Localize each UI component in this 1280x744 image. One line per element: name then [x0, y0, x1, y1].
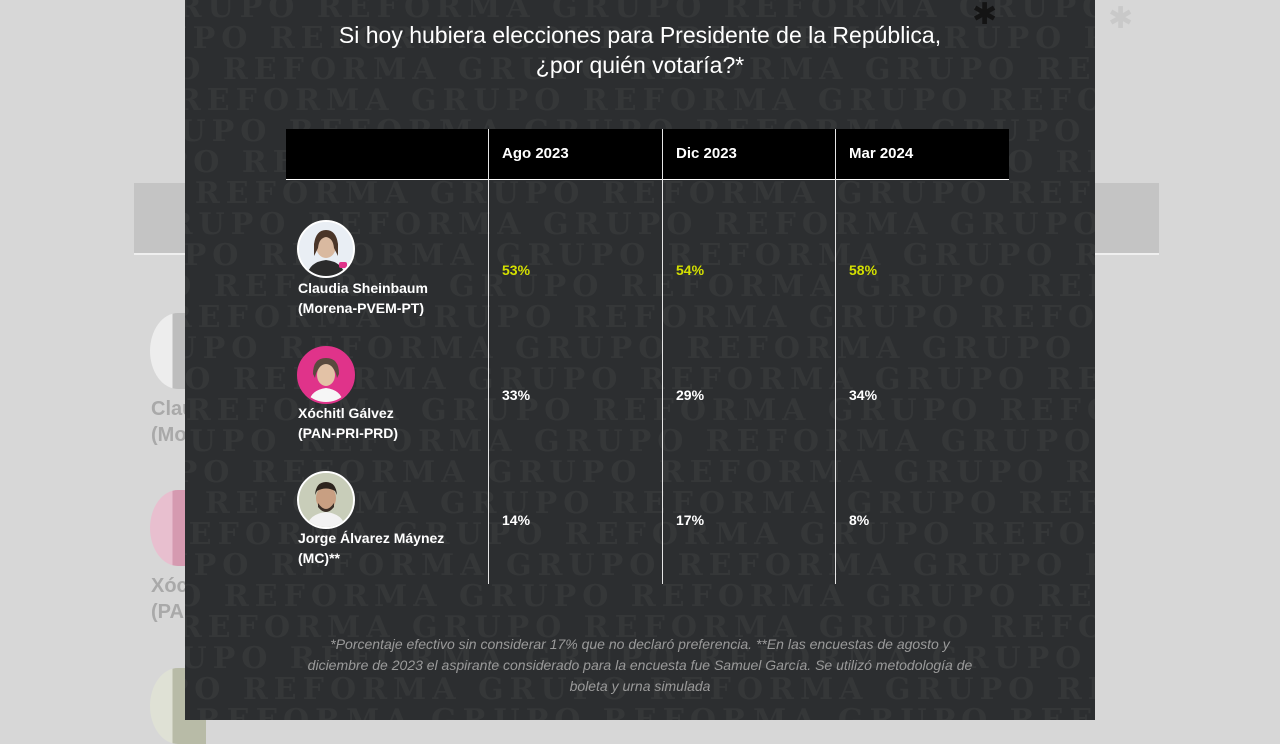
column-header-dic-2023: Dic 2023	[676, 145, 737, 162]
watermark-text: GRUPO REFORMA GRUPO REFORMA GRUPO REFORM…	[185, 83, 1095, 118]
poll-value: 58%	[849, 262, 878, 278]
poll-value: 8%	[849, 512, 870, 528]
poll-value: 29%	[676, 387, 705, 403]
footnote: *Porcentaje efectivo sin considerar 17% …	[307, 636, 973, 694]
asterisk-icon: ✱	[972, 0, 998, 32]
background-candidate-text: Claudia Sheinbaum (Morena-PVEM-PT)	[151, 398, 185, 446]
person-photo-icon	[297, 471, 355, 529]
table-row: Claudia Sheinbaum (Morena-PVEM-PT) 53% 5…	[286, 179, 1009, 316]
poll-value: 17%	[676, 512, 705, 528]
candidate-name: Claudia Sheinbaum (Morena-PVEM-PT)	[298, 280, 428, 316]
column-header-ago-2023: Ago 2023	[502, 145, 569, 162]
title-line: ¿por quién votaría?*	[535, 52, 745, 78]
person-photo-icon	[297, 346, 355, 404]
poll-value: 34%	[849, 387, 878, 403]
asterisk-icon: ✱	[1108, 1, 1134, 36]
poll-table: Ago 2023 Dic 2023 Mar 2024 Claudia Shein…	[286, 129, 1009, 584]
infographic-modal: GRUPO REFORMA GRUPO REFORMA GRUPO REFORM…	[185, 0, 1095, 720]
table-row: Xóchitl Gálvez (PAN-PRI-PRD) 33% 29% 34%	[286, 304, 1009, 441]
title-line: Si hoy hubiera elecciones para President…	[338, 22, 942, 48]
poll-value: 53%	[502, 262, 531, 278]
table-header: Ago 2023 Dic 2023 Mar 2024	[286, 129, 1009, 180]
poll-value: 14%	[502, 512, 531, 528]
poll-value: 54%	[676, 262, 705, 278]
candidate-name: Jorge Álvarez Máynez (MC)**	[298, 530, 445, 566]
column-header-mar-2024: Mar 2024	[849, 145, 914, 162]
table-row: Jorge Álvarez Máynez (MC)** 14% 17% 8%	[286, 429, 1009, 566]
column-divider	[488, 129, 489, 584]
person-photo-icon	[297, 220, 355, 278]
background-candidate-text: Xóchitl Gálvez (PAN-PRI-PRD)	[151, 575, 185, 623]
poll-value: 33%	[502, 387, 531, 403]
infographic-title: Si hoy hubiera elecciones para President…	[185, 20, 1095, 80]
candidate-name: Xóchitl Gálvez (PAN-PRI-PRD)	[298, 405, 399, 441]
column-divider	[835, 129, 836, 584]
column-divider	[662, 129, 663, 584]
watermark-text: GRUPO REFORMA GRUPO REFORMA GRUPO REFORM…	[185, 579, 1095, 614]
watermark-text: GRUPO REFORMA GRUPO REFORMA GRUPO REFORM…	[185, 703, 1095, 720]
